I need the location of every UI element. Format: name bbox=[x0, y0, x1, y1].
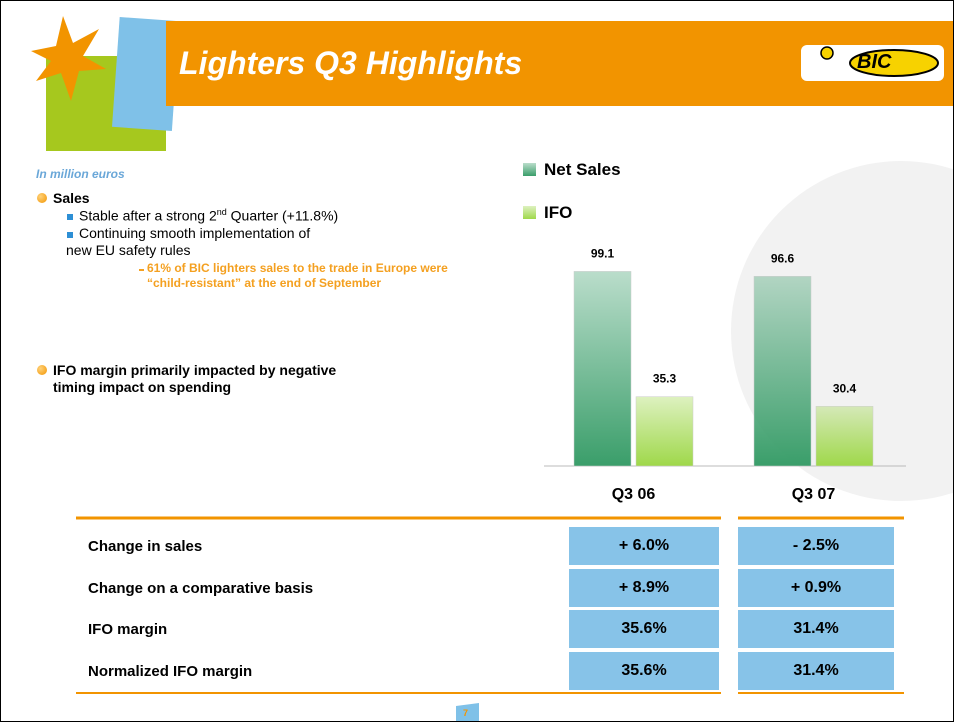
cell: + 8.9% bbox=[569, 569, 719, 607]
page-number: 7 bbox=[463, 708, 468, 718]
bar bbox=[636, 397, 693, 466]
data-label: 99.1 bbox=[591, 246, 615, 260]
x-tick-label: Q3 07 bbox=[792, 486, 836, 503]
x-tick-label: Q3 06 bbox=[612, 486, 656, 503]
legend-label: Net Sales bbox=[544, 160, 621, 179]
cell: + 6.0% bbox=[569, 527, 719, 565]
table-row: IFO margin 35.6% 31.4% bbox=[76, 610, 904, 648]
chart: Net Sales IFO Q3 06 99.1 35.3 Q3 07 96.6 30.4 bbox=[1, 1, 953, 511]
cell: + 0.9% bbox=[738, 569, 894, 607]
table-row: Change on a comparative basis + 8.9% + 0.9… bbox=[76, 569, 904, 607]
table-row: Change in sales + 6.0% - 2.5% bbox=[76, 527, 904, 565]
row-label: IFO margin bbox=[88, 621, 167, 638]
slide: Lighters Q3 Highlights BIC In million eu… bbox=[0, 0, 954, 722]
cell: 35.6% bbox=[569, 652, 719, 690]
cell: 35.6% bbox=[569, 610, 719, 648]
bar bbox=[574, 271, 631, 466]
data-label: 35.3 bbox=[653, 372, 677, 386]
legend-label: IFO bbox=[544, 203, 572, 222]
table-row: Normalized IFO margin 35.6% 31.4% bbox=[76, 652, 904, 690]
cell: 31.4% bbox=[738, 652, 894, 690]
row-label: Normalized IFO margin bbox=[88, 663, 252, 680]
data-label: 30.4 bbox=[833, 381, 857, 395]
legend-swatch bbox=[523, 163, 536, 176]
bar bbox=[754, 276, 811, 466]
cell: - 2.5% bbox=[738, 527, 894, 565]
row-label: Change on a comparative basis bbox=[88, 580, 313, 597]
cell: 31.4% bbox=[738, 610, 894, 648]
row-label: Change in sales bbox=[88, 538, 202, 555]
legend-swatch bbox=[523, 206, 536, 219]
data-label: 96.6 bbox=[771, 251, 795, 265]
bar bbox=[816, 406, 873, 466]
